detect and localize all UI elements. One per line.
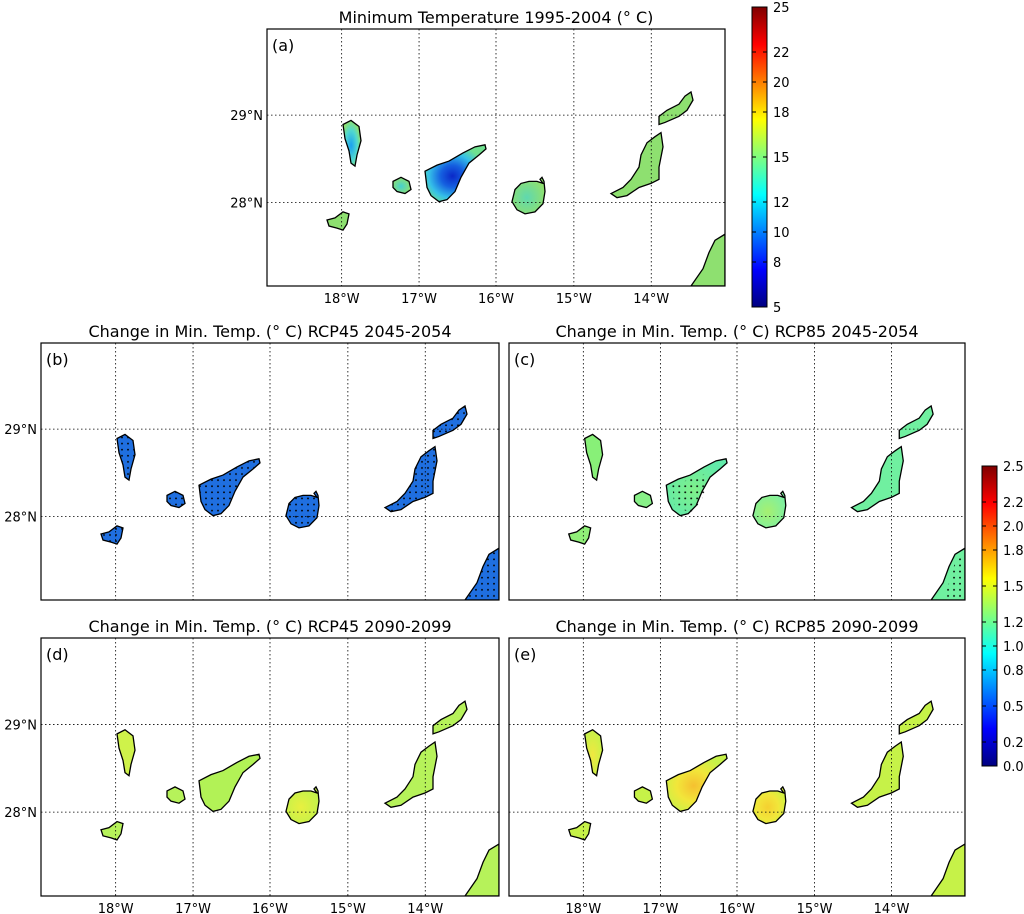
lon-tick-label: 15°W: [556, 292, 592, 307]
island-hierro-e: [569, 822, 591, 840]
lat-tick-label: 29°N: [4, 423, 37, 438]
colorbar-tick-label: 20: [773, 76, 790, 91]
map-panel-a: Minimum Temperature 1995-2004 (° C) (a) 29…: [230, 8, 726, 307]
island-gran-canaria-a: [512, 177, 545, 214]
lon-tick-label: 14°W: [874, 902, 910, 914]
colorbar-temperature: 25 22 20 18 15 12 10 8 5: [751, 1, 790, 316]
island-gomera-e: [634, 787, 652, 803]
lon-tick-label: 17°W: [642, 902, 678, 914]
lon-tick-label: 16°W: [478, 292, 514, 307]
map-panel-d: Change in Min. Temp. (° C) RCP45 2090-20…: [4, 617, 500, 914]
colorbar-tick-label: 1.5: [1003, 580, 1024, 595]
stipple-africa-c: [943, 552, 965, 600]
lat-tick-label: 29°N: [230, 109, 263, 124]
stipple-lanzarote-b: [433, 405, 467, 439]
lon-tick-label: 18°W: [98, 902, 134, 914]
colorbar-tick-label: 5: [773, 301, 781, 316]
island-lanzarote-d: [433, 701, 467, 734]
island-gran-canaria-d: [286, 787, 319, 824]
lon-tick-label: 18°W: [565, 902, 601, 914]
island-lanzarote-c: [899, 406, 933, 439]
island-africa-e: [931, 844, 965, 897]
lon-tick-label: 16°W: [719, 902, 755, 914]
colorbar-tick-label: 18: [773, 106, 790, 121]
lon-tick-label: 17°W: [401, 292, 437, 307]
stipple-africa-b: [465, 548, 499, 600]
panel-label-d: (d): [46, 645, 69, 664]
island-gomera-d: [167, 787, 185, 803]
island-tenerife-a: [425, 145, 486, 202]
panel-title-c: Change in Min. Temp. (° C) RCP85 2045-20…: [555, 322, 918, 341]
island-africa-a: [691, 234, 725, 286]
lon-tick-label: 17°W: [175, 902, 211, 914]
lon-tick-label: 15°W: [330, 902, 366, 914]
panel-title-e: Change in Min. Temp. (° C) RCP85 2090-20…: [555, 617, 918, 636]
island-fuerteventura-d: [385, 742, 437, 807]
lat-tick-label: 28°N: [4, 806, 37, 821]
island-gomera-c: [634, 491, 652, 507]
island-hierro-d: [101, 822, 123, 840]
panel-label-b: (b): [46, 350, 69, 369]
island-hierro-c: [569, 526, 591, 544]
island-fuerteventura-c: [851, 447, 903, 512]
island-fuerteventura-e: [851, 742, 903, 807]
island-fuerteventura-a: [611, 133, 663, 198]
lat-tick-label: 28°N: [4, 510, 37, 525]
colorbar-change: 2.5 2.2 2.0 1.8 1.5 1.2 1.0 0.8 0.5 0.2 0.0: [981, 460, 1024, 775]
stipple-hierro-b: [101, 525, 123, 545]
colorbar-tick-label: 0.2: [1003, 736, 1024, 751]
colorbar-tick-label: 0.8: [1003, 664, 1024, 679]
lat-tick-label: 28°N: [230, 196, 263, 211]
stipple-gomera-b: [167, 491, 185, 508]
colorbar-tick-label: 12: [773, 196, 790, 211]
stipple-lapalma-b: [117, 434, 135, 481]
colorbar-tick-label: 1.0: [1003, 640, 1024, 655]
colorbar-tick-label: 1.8: [1003, 544, 1024, 559]
lon-tick-label: 18°W: [324, 292, 360, 307]
colorbar-tick-label: 25: [773, 1, 790, 16]
colorbar-tick-label: 8: [773, 256, 781, 271]
lon-tick-label: 15°W: [797, 902, 833, 914]
island-lapalma-d: [117, 730, 135, 776]
island-gran-canaria-e: [753, 787, 786, 824]
island-lapalma-a: [343, 120, 361, 166]
map-panel-e: Change in Min. Temp. (° C) RCP85 2090-20…: [508, 617, 966, 914]
island-lanzarote-a: [659, 92, 693, 125]
lon-tick-label: 16°W: [252, 902, 288, 914]
island-hierro-a: [327, 212, 349, 230]
panel-title-b: Change in Min. Temp. (° C) RCP45 2045-20…: [88, 322, 451, 341]
stipple-tenerife-c: [672, 473, 709, 514]
panel-title-d: Change in Min. Temp. (° C) RCP45 2090-20…: [88, 617, 451, 636]
colorbar-tick-label: 2.2: [1003, 496, 1024, 511]
colorbar-tick-label: 0.5: [1003, 700, 1024, 715]
panel-label-a: (a): [272, 36, 294, 55]
island-lapalma-e: [585, 730, 603, 776]
lon-tick-label: 14°W: [633, 292, 669, 307]
island-tenerife-e: [666, 754, 727, 811]
island-tenerife-d: [199, 754, 260, 811]
stipple-gran-canaria-b: [286, 491, 319, 528]
map-panel-b: Change in Min. Temp. (° C) RCP45 2045-20…: [4, 322, 500, 601]
lon-tick-label: 14°W: [407, 902, 443, 914]
island-gran-canaria-c: [753, 491, 786, 528]
island-lapalma-c: [585, 434, 603, 480]
lat-tick-label: 29°N: [4, 718, 37, 733]
island-lanzarote-e: [899, 701, 933, 734]
stipple-fuerteventura-b: [385, 446, 437, 512]
panel-label-c: (c): [514, 350, 535, 369]
map-panel-c: Change in Min. Temp. (° C) RCP85 2045-20…: [508, 322, 966, 601]
stipple-tenerife-b: [199, 458, 260, 516]
panel-title-a: Minimum Temperature 1995-2004 (° C): [339, 8, 654, 27]
island-africa-d: [465, 844, 499, 897]
colorbar-tick-label: 1.2: [1003, 616, 1024, 631]
colorbar-tick-label: 22: [773, 46, 790, 61]
island-gomera-a: [393, 177, 411, 193]
panel-label-e: (e): [514, 645, 536, 664]
colorbar-tick-label: 2.0: [1003, 520, 1024, 535]
colorbar-tick-label: 2.5: [1003, 460, 1024, 475]
colorbar-tick-label: 0.0: [1003, 760, 1024, 775]
colorbar-tick-label: 10: [773, 226, 790, 241]
colorbar-tick-label: 15: [773, 151, 790, 166]
